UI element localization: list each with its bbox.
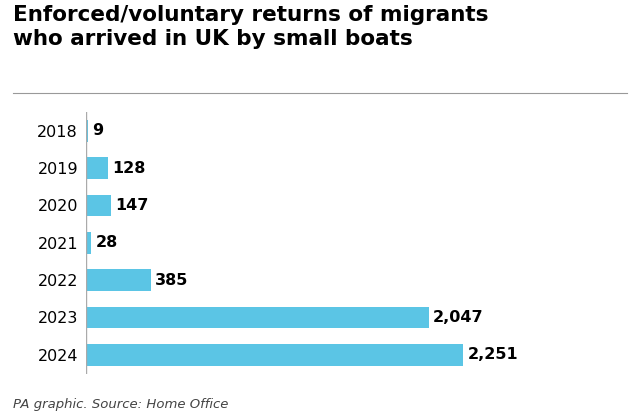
Text: 9: 9 — [92, 123, 103, 138]
Text: 2,047: 2,047 — [433, 310, 484, 325]
Bar — [86, 195, 111, 216]
Text: 147: 147 — [115, 198, 148, 213]
Bar — [86, 120, 88, 142]
Text: 28: 28 — [95, 235, 118, 250]
Bar — [86, 344, 463, 366]
Bar — [86, 269, 151, 291]
Bar — [86, 307, 429, 328]
Text: Enforced/voluntary returns of migrants
who arrived in UK by small boats: Enforced/voluntary returns of migrants w… — [13, 5, 488, 49]
Bar — [86, 232, 91, 254]
Text: PA graphic. Source: Home Office: PA graphic. Source: Home Office — [13, 398, 228, 411]
Text: 128: 128 — [112, 161, 145, 176]
Text: 385: 385 — [155, 273, 188, 288]
Text: 2,251: 2,251 — [467, 347, 518, 362]
Bar — [86, 157, 108, 179]
